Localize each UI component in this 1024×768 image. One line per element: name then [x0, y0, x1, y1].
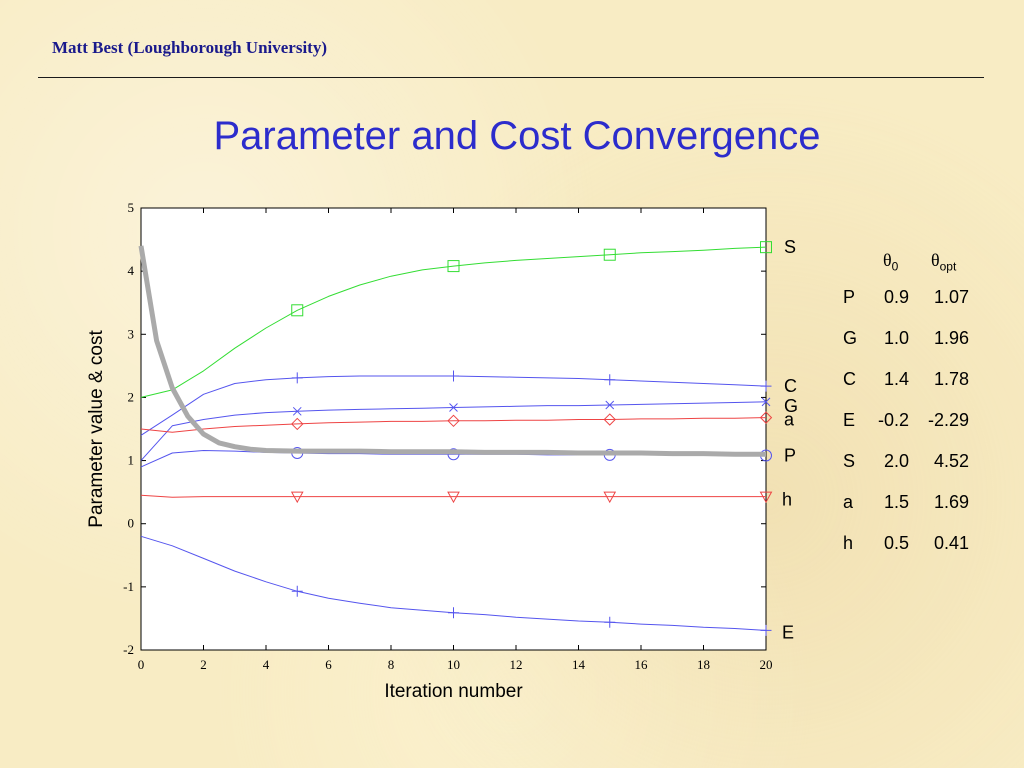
series-label: h: [782, 490, 792, 510]
series-line: [140, 246, 767, 398]
param-name: h: [843, 533, 854, 553]
data-point: [604, 374, 616, 386]
data-point: [760, 624, 772, 636]
data-point: [290, 491, 304, 504]
initial-value: 1.5: [883, 492, 909, 512]
data-point: [291, 372, 303, 384]
data-point: [604, 616, 616, 628]
y-tick-label: 5: [128, 200, 135, 215]
optimal-value: 1.96: [933, 328, 969, 348]
table-header-thetaopt: θopt: [931, 250, 956, 274]
table-row: h 0.5 0.41: [843, 533, 993, 557]
param-name: E: [843, 410, 856, 430]
optimal-value: -2.29: [927, 410, 969, 430]
cost-line: [138, 245, 766, 457]
data-point: [449, 403, 458, 412]
x-tick-label: 4: [263, 657, 270, 672]
initial-value: 1.0: [883, 328, 909, 348]
data-point: [447, 260, 460, 273]
y-tick-label: 4: [128, 263, 135, 278]
x-tick-label: 10: [447, 657, 460, 672]
table-header-theta0: θ0: [883, 250, 898, 274]
initial-value: -0.2: [877, 410, 909, 430]
y-tick-label: -2: [123, 642, 134, 657]
data-point: [291, 417, 304, 431]
optimal-value: 1.78: [933, 369, 969, 389]
data-point: [603, 413, 616, 426]
data-point: [292, 406, 302, 416]
data-point: [291, 304, 304, 317]
thetaopt-symbol: θ: [931, 250, 940, 270]
x-tick-label: 0: [138, 657, 145, 672]
x-tick-label: 2: [200, 657, 207, 672]
y-tick-label: -1: [123, 579, 134, 594]
plot-area: [140, 207, 767, 651]
data-point: [447, 491, 460, 504]
data-point: [603, 491, 617, 504]
table-row: P 0.9 1.07: [843, 287, 993, 311]
x-tick-label: 16: [635, 657, 649, 672]
table-row: S 2.0 4.52: [843, 451, 993, 475]
y-tick-label: 3: [128, 326, 135, 341]
param-name: P: [843, 287, 856, 307]
data-point: [291, 585, 303, 597]
thetaopt-subscript: opt: [939, 259, 957, 274]
initial-value: 0.9: [883, 287, 909, 307]
data-point: [603, 248, 616, 261]
param-name: a: [843, 492, 854, 512]
data-point: [448, 370, 459, 382]
param-name: G: [843, 328, 858, 348]
optimal-value: 0.41: [933, 533, 969, 553]
table-row: G 1.0 1.96: [843, 328, 993, 352]
table-row: C 1.4 1.78: [843, 369, 993, 393]
data-point: [448, 607, 459, 619]
series-label: G: [784, 396, 798, 416]
slide-header: Matt Best (Loughborough University): [52, 38, 327, 57]
optimal-value: 1.69: [933, 492, 969, 512]
x-tick-label: 14: [572, 657, 586, 672]
data-point: [759, 411, 773, 424]
optimal-value: 4.52: [933, 451, 969, 471]
series-line: [140, 417, 767, 433]
theta0-symbol: θ: [883, 250, 892, 270]
parameter-table: θ0 θopt P 0.9 1.07 G 1.0 1.96 C 1.4 1.78 E -0.2 -2.…: [843, 250, 1003, 570]
data-point: [759, 491, 773, 504]
table-row: E -0.2 -2.29: [843, 410, 993, 434]
data-point: [447, 414, 460, 427]
y-tick-label: 2: [128, 389, 135, 404]
data-point: [760, 241, 772, 254]
series-label: C: [784, 376, 797, 396]
series-label: a: [784, 410, 795, 430]
series-label: P: [784, 446, 796, 466]
data-point: [761, 397, 771, 407]
x-tick-label: 6: [325, 657, 332, 672]
x-axis-label: Iteration number: [384, 681, 523, 702]
param-name: S: [843, 451, 856, 471]
x-tick-label: 18: [697, 657, 710, 672]
data-point: [605, 400, 615, 410]
series-line: [140, 494, 766, 498]
initial-value: 1.4: [883, 369, 909, 389]
initial-value: 2.0: [883, 451, 909, 471]
x-tick-label: 8: [388, 657, 395, 672]
header-divider: [38, 77, 984, 78]
param-name: C: [843, 369, 856, 389]
x-tick-label: 12: [510, 657, 523, 672]
theta0-subscript: 0: [891, 259, 899, 274]
slide-title: Parameter and Cost Convergence: [213, 114, 821, 158]
y-axis-label: Parameter value & cost: [86, 330, 107, 528]
table-row: a 1.5 1.69: [843, 492, 993, 516]
series-label: E: [782, 622, 794, 642]
x-tick-label: 20: [760, 657, 773, 672]
y-tick-label: 0: [128, 516, 135, 531]
initial-value: 0.5: [883, 533, 909, 553]
data-point: [760, 380, 772, 392]
optimal-value: 1.07: [933, 287, 969, 307]
y-tick-label: 1: [128, 453, 135, 468]
series-label: S: [784, 237, 796, 257]
